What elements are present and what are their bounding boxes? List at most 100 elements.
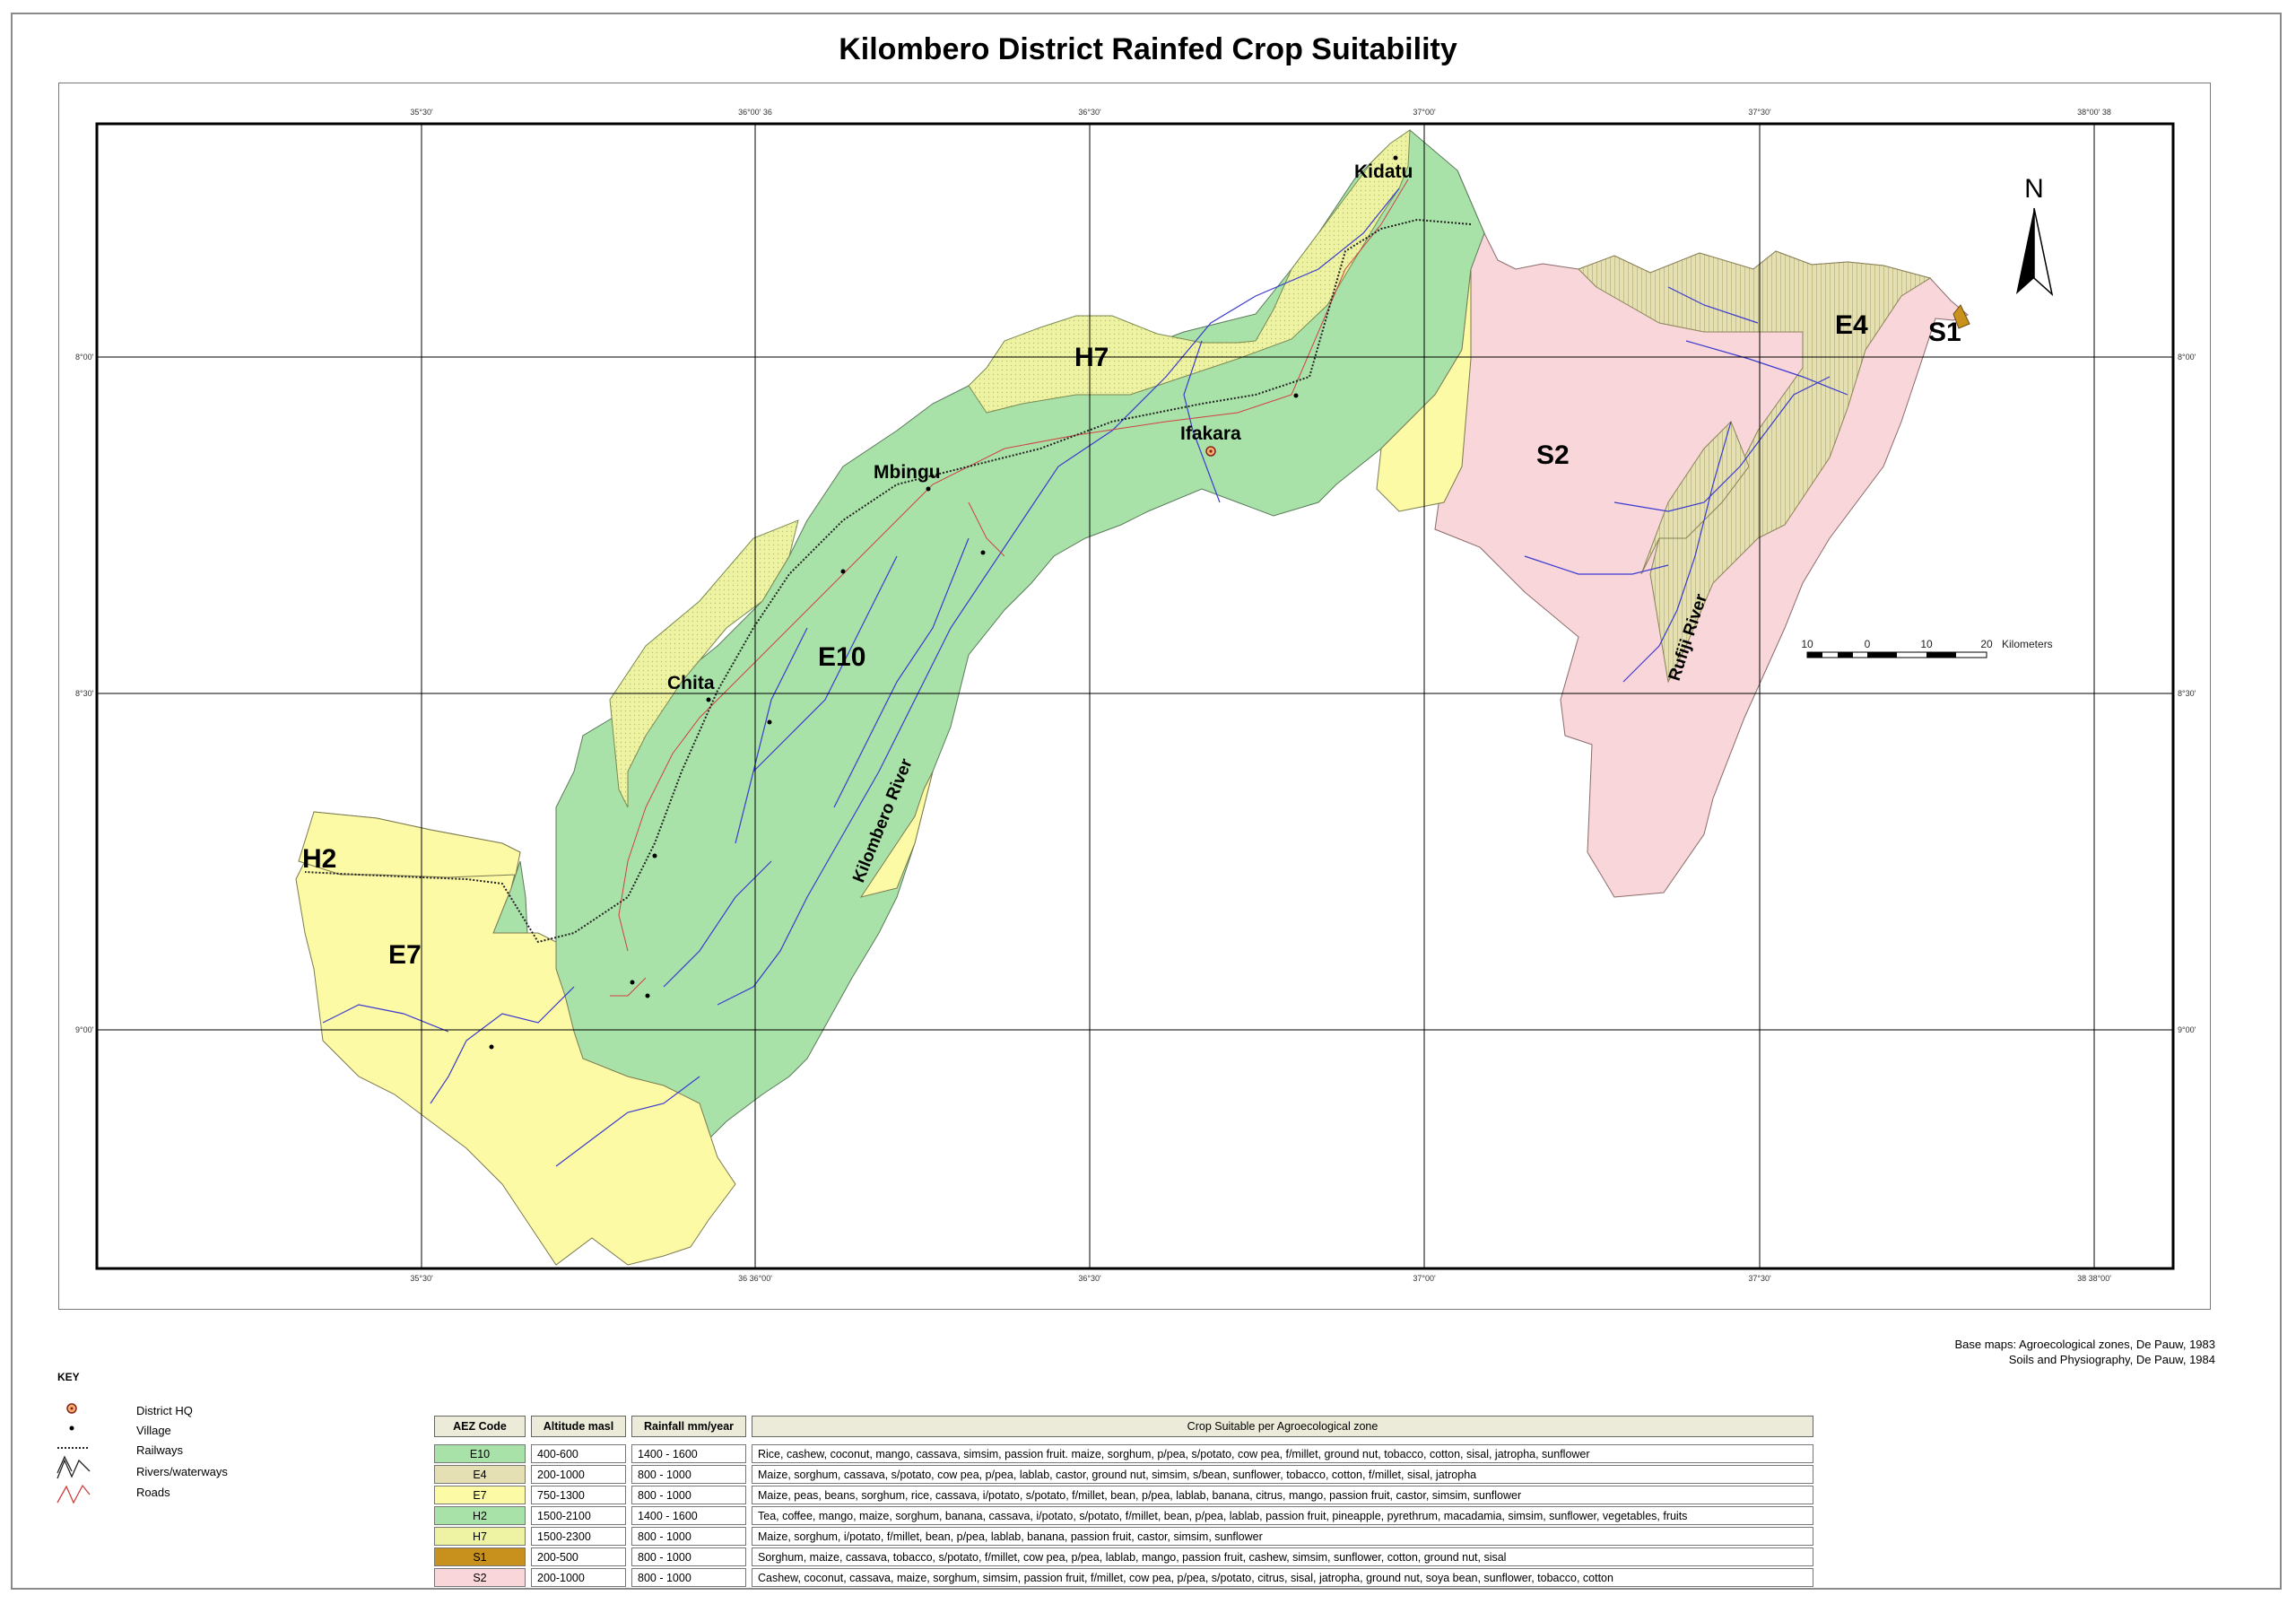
legend-altitude-cell: 200-1000	[531, 1465, 626, 1484]
page-frame	[11, 13, 2282, 1590]
map-panel	[58, 83, 2211, 1310]
village-8	[489, 1044, 494, 1050]
tributary-1	[752, 555, 898, 772]
bottom-label-5: 37°30'	[1748, 1274, 1771, 1283]
right-label-3: 9°00'	[2178, 1025, 2196, 1034]
s2-river-2	[1524, 555, 1669, 575]
legend-rainfall-cell: 800 - 1000	[631, 1547, 746, 1566]
right-label-1: 8°00'	[2178, 353, 2196, 362]
legend-crops-cell: Sorghum, maize, cassava, tobacco, s/pota…	[752, 1547, 1813, 1566]
village-5	[652, 853, 657, 859]
key-symbols	[57, 1403, 91, 1504]
key-title: KEY	[57, 1371, 80, 1383]
label-e4: E4	[1835, 310, 1868, 340]
legend-altitude-cell: 200-500	[531, 1547, 626, 1566]
place-label-chita: Chita	[667, 673, 715, 693]
left-label-3: 9°00'	[75, 1025, 94, 1034]
legend-row-h7: H7 1500-2300 800 - 1000 Maize, sorghum, …	[434, 1527, 1813, 1546]
zone-e7	[295, 811, 736, 1266]
legend-altitude-cell: 1500-2300	[531, 1527, 626, 1546]
left-label-2: 8°30'	[75, 689, 94, 698]
tributary-3	[735, 627, 808, 844]
label-s1: S1	[1928, 318, 1961, 347]
top-label-3: 36°30'	[1078, 108, 1101, 117]
right-label-2: 8°30'	[2178, 689, 2196, 698]
legend-row-e7: E7 750-1300 800 - 1000 Maize, peas, bean…	[434, 1486, 1813, 1504]
legend-code-cell: E10	[434, 1444, 526, 1463]
place-label-mbingu: Mbingu	[874, 462, 941, 483]
scale-units: Kilometers	[2002, 638, 2053, 650]
legend-crops-cell: Cashew, coconut, cassava, maize, sorghum…	[752, 1568, 1813, 1587]
legend-rainfall-cell: 800 - 1000	[631, 1527, 746, 1546]
bottom-label-2: 36 36°00'	[738, 1274, 772, 1283]
top-label-1: 35°30'	[410, 108, 433, 117]
village-4	[767, 719, 772, 725]
legend-rainfall-cell: 1400 - 1600	[631, 1506, 746, 1525]
legend-code-cell: E7	[434, 1486, 526, 1504]
key-river-icon	[57, 1455, 91, 1479]
south-river-2	[555, 1076, 700, 1167]
top-label-2: 36°00' 36	[738, 108, 772, 117]
key-district-hq-icon	[66, 1403, 77, 1414]
legend-rainfall-cell: 800 - 1000	[631, 1486, 746, 1504]
source-line-1: Base maps: Agroecological zones, De Pauw…	[1954, 1338, 2215, 1351]
scale-label-2: 0	[1865, 638, 1871, 650]
bottom-label-1: 35°30'	[410, 1274, 433, 1283]
legend-crops-cell: Maize, sorghum, cassava, s/potato, cow p…	[752, 1465, 1813, 1484]
label-h7: H7	[1074, 343, 1109, 372]
legend-header-crops: Crop Suitable per Agroecological zone	[752, 1416, 1813, 1437]
key-road-icon	[57, 1484, 91, 1504]
left-label-1: 8°00'	[75, 353, 94, 362]
tributary-2	[833, 537, 970, 808]
legend-rainfall-cell: 800 - 1000	[631, 1465, 746, 1484]
railway-line	[304, 218, 1472, 944]
village-chita	[706, 697, 711, 702]
key-item-roads: Roads	[57, 1483, 291, 1503]
sources: Base maps: Agroecological zones, De Pauw…	[1954, 1337, 2215, 1367]
legend-header-code: AEZ Code	[434, 1416, 526, 1437]
label-h2: H2	[302, 844, 336, 874]
key-item-rivers: Rivers/waterways	[57, 1462, 291, 1482]
zone-s1	[1952, 304, 1970, 329]
village-3	[840, 569, 846, 574]
key-label-village: Village	[136, 1424, 171, 1437]
village-1	[1293, 393, 1299, 398]
map-title: Kilombero District Rainfed Crop Suitabil…	[839, 32, 1457, 66]
graticule-labels: 35°30' 36°00' 36 36°30' 37°00' 37°30' 38…	[75, 108, 2196, 1283]
legend-header-row: AEZ Code Altitude masl Rainfall mm/year …	[434, 1416, 1813, 1437]
scale-label-3: 10	[1920, 638, 1933, 650]
source-line-2: Soils and Physiography, De Pauw, 1984	[2008, 1353, 2215, 1366]
legend-altitude-cell: 200-1000	[531, 1568, 626, 1587]
key-label-rivers: Rivers/waterways	[136, 1465, 228, 1478]
map-frame	[95, 122, 2175, 1270]
legend-rainfall-cell: 1400 - 1600	[631, 1444, 746, 1463]
legend-row-s2: S2 200-1000 800 - 1000 Cashew, coconut, …	[434, 1568, 1813, 1587]
key-item-village: Village	[57, 1421, 291, 1441]
bottom-label-4: 37°00'	[1413, 1274, 1436, 1283]
scale-label-1: 10	[1801, 638, 1813, 650]
key-village-icon	[69, 1425, 74, 1431]
scale-bar: 10 0 10 20 Kilometers	[1801, 638, 2053, 658]
key-label-railways: Railways	[136, 1443, 184, 1457]
zone-h7-west	[609, 519, 799, 808]
top-label-5: 37°30'	[1748, 108, 1771, 117]
roads	[610, 179, 1409, 997]
main-road	[618, 179, 1409, 952]
key-item-district-hq: District HQ	[57, 1401, 291, 1421]
legend-code-cell: S2	[434, 1568, 526, 1587]
legend-altitude-cell: 1500-2100	[531, 1506, 626, 1525]
key-label-roads: Roads	[136, 1486, 170, 1499]
zone-e4-lobe	[1640, 421, 1750, 575]
tributary-5	[663, 860, 772, 988]
s2-river-3	[1685, 340, 1848, 396]
road-2	[968, 501, 1005, 557]
legend-altitude-cell: 400-600	[531, 1444, 626, 1463]
legend-table: AEZ Code Altitude masl Rainfall mm/year …	[429, 1414, 1819, 1589]
s2-river-4	[1667, 286, 1759, 324]
top-label-4: 37°00'	[1413, 108, 1436, 117]
village-7	[645, 993, 650, 998]
top-label-6: 38°00' 38	[2077, 108, 2111, 117]
north-label: N	[2024, 174, 2044, 204]
s2-river-1	[1613, 376, 1831, 512]
